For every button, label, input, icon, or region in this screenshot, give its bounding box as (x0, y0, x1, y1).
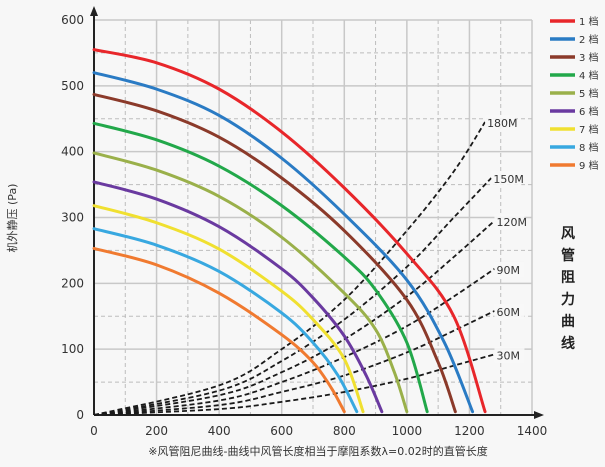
y-tick-label: 200 (61, 276, 84, 290)
duct-curve-label: 180M (487, 117, 517, 130)
duct-curve (93, 310, 495, 416)
fan-curve (92, 92, 457, 414)
y-axis-label: 机外静压 (Pa) (5, 184, 19, 253)
legend-label: 5 档 (579, 87, 599, 100)
y-tick-label: 100 (61, 342, 84, 356)
x-axis-arrow (534, 411, 544, 419)
legend-label: 6 档 (579, 105, 599, 118)
y-tick-label: 600 (61, 13, 84, 27)
legend-label: 3 档 (579, 51, 599, 64)
duct-curve-label: 30M (496, 349, 520, 362)
y-tick-label: 500 (61, 79, 84, 93)
x-tick-label: 1000 (392, 424, 423, 438)
side-label-char: 管 (561, 247, 575, 264)
x-tick-label: 1200 (454, 424, 485, 438)
x-tick-label: 600 (270, 424, 293, 438)
legend-label: 4 档 (579, 69, 599, 82)
x-tick-label: 1400 (517, 424, 548, 438)
fan-curve (92, 48, 487, 414)
x-tick-label: 0 (90, 424, 98, 438)
duct-label-bg (494, 213, 525, 229)
duct-label-bg (494, 261, 525, 277)
fan-curve (92, 246, 346, 414)
duct-curve (93, 121, 486, 416)
side-label-char: 线 (561, 335, 575, 352)
duct-curve (93, 220, 496, 416)
duct-label-bg (494, 347, 525, 363)
side-label-char: 曲 (561, 313, 575, 330)
duct-curve (93, 177, 492, 416)
y-tick-label: 400 (61, 145, 84, 159)
grid (94, 19, 533, 415)
fan-curve (92, 71, 475, 414)
y-tick-label: 0 (76, 408, 84, 422)
legend: 1 档 2 档 3 档 4 档 5 档 6 档 7 档 8 档 9 档 (550, 15, 599, 172)
duct-curve-label: 120M (496, 216, 527, 229)
fan-curve (92, 151, 409, 414)
duct-label-bg (494, 303, 525, 319)
y-tick-label: 300 (61, 211, 84, 225)
legend-label: 7 档 (579, 123, 599, 136)
side-label-char: 风 (561, 226, 575, 242)
fan-curve (92, 180, 384, 414)
fan-curve (92, 227, 359, 414)
fan-curve (92, 204, 365, 414)
x-tick-label: 400 (208, 424, 231, 438)
duct-label-bg (491, 171, 522, 186)
legend-label: 9 档 (579, 159, 599, 172)
y-axis-arrow (90, 6, 98, 16)
x-tick-label: 800 (333, 424, 356, 438)
duct-curve-label: 150M (493, 173, 524, 186)
chart-note: ※风管阻尼曲线-曲线中风管长度相当于摩阻系数λ=0.02时的直管长度 (148, 444, 487, 458)
side-label-char: 阻 (561, 270, 575, 286)
side-label-char: 力 (561, 291, 575, 308)
fan-curve (92, 121, 429, 414)
duct-curve (93, 268, 495, 416)
axes: 0 200 400 600 800 1000 1200 1400 0 100 200 300 400 50… (61, 6, 547, 438)
duct-curve-label: 90M (496, 264, 520, 277)
duct-label-bg (485, 115, 516, 131)
legend-label: 8 档 (579, 141, 599, 154)
x-tick-label: 200 (145, 424, 168, 438)
legend-label: 2 档 (579, 33, 599, 46)
fan-curves (92, 48, 487, 414)
legend-label: 1 档 (579, 15, 599, 28)
duct-curve-label: 60M (496, 306, 520, 319)
